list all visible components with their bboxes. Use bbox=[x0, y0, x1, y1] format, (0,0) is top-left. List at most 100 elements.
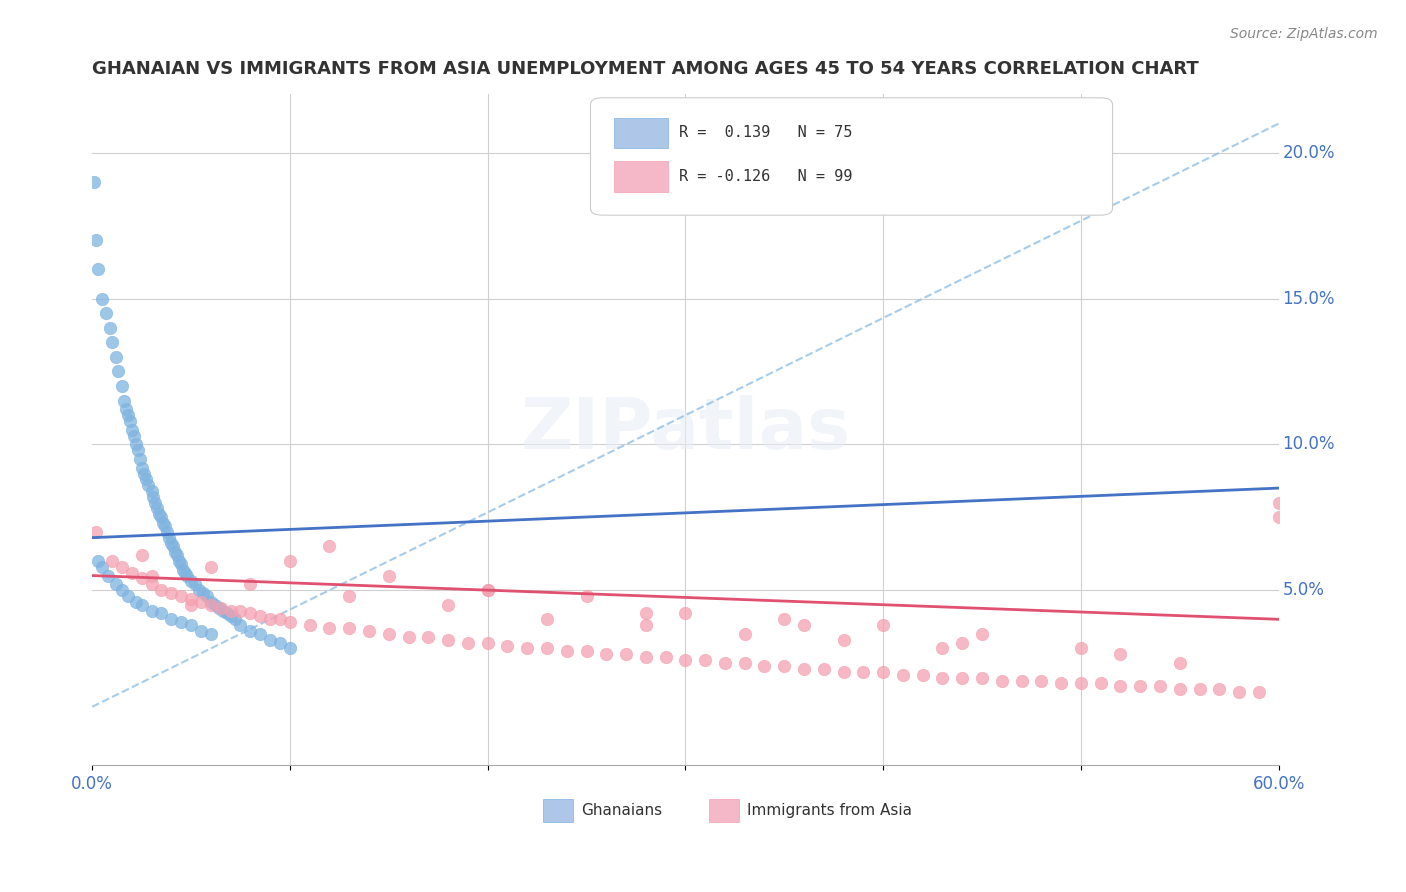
Point bbox=[970, 671, 993, 685]
Point bbox=[104, 350, 127, 364]
Point bbox=[536, 641, 558, 656]
Bar bbox=[543, 798, 572, 822]
Point bbox=[734, 656, 756, 670]
Point bbox=[97, 568, 120, 582]
Point bbox=[101, 554, 124, 568]
Point bbox=[1188, 682, 1211, 697]
Point bbox=[84, 524, 107, 539]
Point bbox=[477, 635, 499, 649]
Point bbox=[1090, 676, 1112, 690]
Point bbox=[91, 559, 114, 574]
Point bbox=[200, 559, 222, 574]
Point bbox=[150, 607, 173, 621]
Point bbox=[94, 306, 117, 320]
Point bbox=[575, 589, 598, 603]
Point bbox=[437, 598, 460, 612]
Point bbox=[127, 443, 149, 458]
Point bbox=[813, 662, 835, 676]
Point bbox=[793, 618, 815, 632]
Point bbox=[150, 510, 173, 524]
Point bbox=[1208, 682, 1230, 697]
Point bbox=[269, 635, 291, 649]
Point bbox=[91, 292, 114, 306]
Point bbox=[278, 615, 301, 630]
Point bbox=[174, 566, 197, 580]
Point bbox=[1227, 685, 1250, 699]
Point bbox=[131, 572, 153, 586]
Point bbox=[1050, 676, 1073, 690]
Point bbox=[111, 559, 134, 574]
Point bbox=[180, 618, 202, 632]
Point bbox=[278, 641, 301, 656]
Point bbox=[970, 627, 993, 641]
Point bbox=[141, 577, 163, 591]
Point bbox=[101, 335, 124, 350]
Point bbox=[437, 632, 460, 647]
Point bbox=[457, 635, 479, 649]
Point bbox=[595, 648, 617, 662]
Text: Source: ZipAtlas.com: Source: ZipAtlas.com bbox=[1230, 27, 1378, 41]
Point bbox=[298, 618, 321, 632]
Point bbox=[125, 437, 148, 451]
Point bbox=[239, 624, 262, 638]
Point bbox=[118, 414, 141, 428]
Bar bbox=[709, 798, 738, 822]
Point bbox=[654, 650, 676, 665]
Point bbox=[191, 586, 214, 600]
Point bbox=[121, 566, 143, 580]
Point bbox=[1070, 641, 1092, 656]
Point bbox=[1109, 679, 1132, 693]
Point bbox=[160, 612, 183, 626]
Point bbox=[673, 607, 696, 621]
Point bbox=[852, 665, 875, 679]
Point bbox=[176, 568, 198, 582]
Point bbox=[195, 589, 218, 603]
Point bbox=[614, 648, 637, 662]
Point bbox=[259, 612, 281, 626]
Point bbox=[146, 501, 169, 516]
Point bbox=[209, 600, 232, 615]
Point bbox=[200, 598, 222, 612]
Point bbox=[1011, 673, 1033, 688]
Point bbox=[184, 577, 207, 591]
Text: 20.0%: 20.0% bbox=[1282, 144, 1336, 161]
Point bbox=[477, 583, 499, 598]
Point bbox=[111, 379, 134, 393]
Point bbox=[162, 540, 184, 554]
Point bbox=[219, 609, 242, 624]
Point bbox=[536, 612, 558, 626]
Text: 5.0%: 5.0% bbox=[1282, 582, 1324, 599]
Point bbox=[87, 262, 110, 277]
Point bbox=[911, 667, 934, 681]
Point bbox=[121, 423, 143, 437]
Point bbox=[477, 583, 499, 598]
Point bbox=[131, 598, 153, 612]
Point bbox=[180, 574, 202, 589]
Point bbox=[695, 653, 717, 667]
Point bbox=[734, 627, 756, 641]
Point bbox=[204, 598, 226, 612]
Point bbox=[152, 516, 174, 530]
Point bbox=[145, 496, 167, 510]
Point bbox=[219, 603, 242, 617]
Point bbox=[337, 621, 360, 635]
Point bbox=[84, 233, 107, 247]
Point bbox=[142, 490, 165, 504]
Point bbox=[950, 635, 973, 649]
Point bbox=[634, 650, 657, 665]
Point bbox=[249, 627, 271, 641]
Point bbox=[239, 577, 262, 591]
Point bbox=[200, 595, 222, 609]
Point bbox=[170, 557, 193, 571]
Point bbox=[337, 589, 360, 603]
Point bbox=[170, 589, 193, 603]
Point bbox=[496, 639, 519, 653]
Point bbox=[357, 624, 380, 638]
Point bbox=[1070, 676, 1092, 690]
Point bbox=[259, 632, 281, 647]
Text: R =  0.139   N = 75: R = 0.139 N = 75 bbox=[679, 125, 853, 140]
Point bbox=[673, 653, 696, 667]
Point bbox=[125, 595, 148, 609]
Point bbox=[128, 451, 150, 466]
Point bbox=[269, 612, 291, 626]
